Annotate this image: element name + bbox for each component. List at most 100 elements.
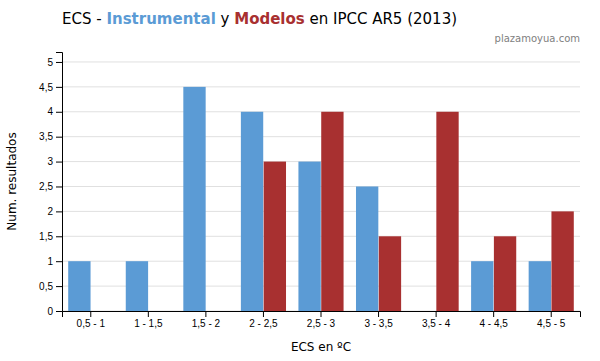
y-tick-label: 0,5 — [39, 281, 53, 292]
y-tick: 4,5 — [39, 82, 62, 93]
y-tick-mark — [56, 62, 62, 63]
bar — [471, 261, 493, 311]
bar — [529, 261, 551, 311]
bar — [206, 311, 228, 312]
x-tick-mark — [436, 311, 437, 317]
bar — [298, 162, 320, 311]
bar-series — [264, 112, 574, 311]
chart: 0,5 - 1 1 - 1,5 1,5 - 2 2 - 2,5 2,5 - 3 3 - 3… — [0, 0, 600, 361]
bar — [149, 311, 171, 312]
bar — [379, 236, 401, 311]
bar — [183, 87, 205, 311]
y-tick-mark — [56, 311, 62, 312]
y-tick-mark — [56, 186, 62, 187]
y-tick-label: 5 — [47, 57, 53, 68]
title-part: y — [216, 10, 234, 28]
x-tick-label: 2,5 - 3 — [307, 318, 336, 329]
grid-line — [62, 111, 580, 112]
x-tick-label: 4 - 4,5 — [479, 318, 508, 329]
y-tick-label: 0 — [47, 306, 53, 317]
y-axis-line — [56, 53, 63, 312]
y-tick: 2,5 — [39, 181, 62, 192]
x-tick: 1 - 1,5 — [134, 311, 163, 329]
grid-line — [62, 86, 580, 87]
x-tick: 1,5 - 2 — [192, 311, 221, 329]
bar — [264, 162, 286, 311]
x-tick: 4 - 4,5 — [479, 311, 508, 329]
x-tick-label: 1 - 1,5 — [134, 318, 163, 329]
y-tick-mark — [56, 286, 62, 287]
y-tick-label: 4,5 — [39, 82, 53, 93]
bars — [68, 87, 574, 311]
grid — [62, 62, 580, 311]
bar — [551, 211, 573, 311]
bar — [241, 112, 263, 311]
title-part: en IPCC AR5 (2013) — [305, 10, 457, 28]
y-tick-label: 3,5 — [39, 131, 53, 142]
bar — [91, 311, 113, 312]
y-tick: 1 — [47, 256, 62, 267]
x-tick-label: 4,5 - 5 — [537, 318, 566, 329]
x-tick-label: 3 - 3,5 — [364, 318, 393, 329]
title-part: ECS - — [62, 10, 106, 28]
x-tick-mark — [263, 311, 264, 317]
x-tick-label: 3,5 - 4 — [422, 318, 451, 329]
y-axis-title: Num. resultados — [5, 132, 19, 230]
plot: 0,5 - 1 1 - 1,5 1,5 - 2 2 - 2,5 2,5 - 3 3 - 3… — [39, 53, 580, 330]
y-tick: 0,5 — [39, 281, 62, 292]
bar — [126, 261, 148, 311]
x-tick-mark — [493, 311, 494, 317]
y-tick-label: 1 — [47, 256, 53, 267]
y-tick: 0 — [47, 306, 62, 317]
x-tick-mark — [378, 311, 379, 317]
grid-line — [62, 61, 580, 62]
bar — [321, 112, 343, 311]
x-tick-label: 1,5 - 2 — [192, 318, 221, 329]
x-tick-mark — [321, 311, 322, 317]
x-tick: 2,5 - 3 — [307, 311, 336, 329]
x-tick: 3,5 - 4 — [422, 311, 451, 329]
x-tick: 3 - 3,5 — [364, 311, 393, 329]
x-tick-mark — [90, 311, 91, 317]
y-tick-mark — [56, 261, 62, 262]
y-axis: 0 0,5 1 1,5 2 2,5 3 3,5 4 4,5 5 — [39, 53, 62, 317]
y-tick: 5 — [47, 57, 62, 68]
y-tick-label: 3 — [47, 156, 53, 167]
x-tick-label: 0,5 - 1 — [77, 318, 106, 329]
x-axis: 0,5 - 1 1 - 1,5 1,5 - 2 2 - 2,5 2,5 - 3 3 - 3… — [63, 311, 581, 329]
annotation: plazamoyua.com — [495, 33, 580, 44]
x-tick: 2 - 2,5 — [249, 311, 278, 329]
bar — [356, 186, 378, 311]
x-tick-mark — [205, 311, 206, 317]
y-tick: 3 — [47, 156, 62, 167]
y-tick-label: 2 — [47, 206, 53, 217]
y-tick-label: 2,5 — [39, 181, 53, 192]
y-tick: 2 — [47, 206, 62, 217]
y-tick: 3,5 — [39, 131, 62, 142]
x-tick-label: 2 - 2,5 — [249, 318, 278, 329]
y-tick-mark — [56, 162, 62, 163]
y-tick-mark — [56, 211, 62, 212]
y-tick-mark — [56, 112, 62, 113]
grid-line — [62, 161, 580, 162]
bar-series — [68, 87, 551, 311]
x-axis-line — [63, 312, 581, 318]
y-tick-label: 4 — [47, 106, 53, 117]
y-tick: 1,5 — [39, 231, 62, 242]
title-series-name: Modelos — [234, 10, 305, 28]
y-tick: 4 — [47, 106, 62, 117]
y-tick-mark — [56, 137, 62, 138]
y-tick-label: 1,5 — [39, 231, 53, 242]
grid-line — [62, 211, 580, 212]
bar — [494, 236, 516, 311]
grid-line — [62, 136, 580, 137]
x-tick: 4,5 - 5 — [537, 311, 566, 329]
x-tick: 0,5 - 1 — [77, 311, 106, 329]
bar — [414, 311, 436, 312]
grid-line — [62, 186, 580, 187]
x-tick-mark — [551, 311, 552, 317]
title-series-name: Instrumental — [106, 10, 215, 28]
bar — [68, 261, 90, 311]
y-tick-mark — [56, 236, 62, 237]
x-axis-title: ECS en ºC — [291, 340, 351, 354]
